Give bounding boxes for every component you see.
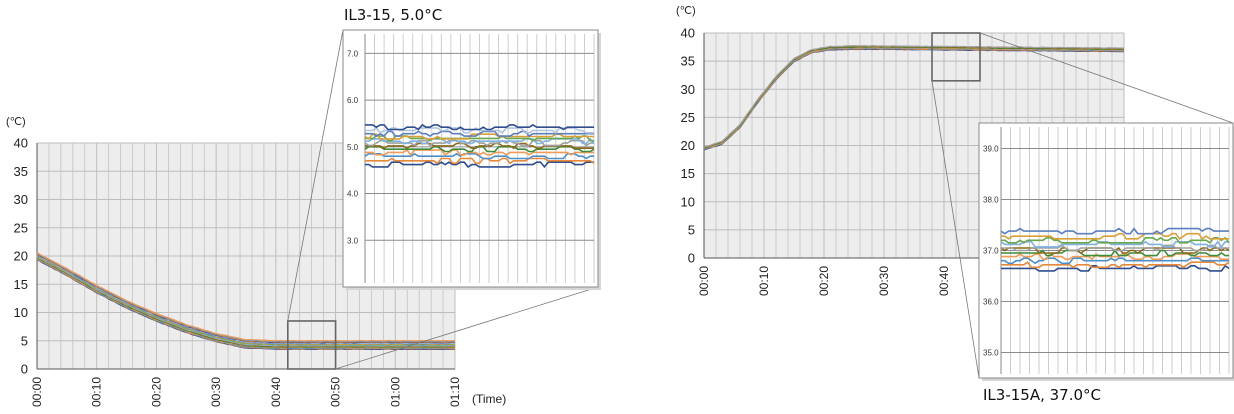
inset-series-line: [1001, 232, 1229, 240]
x-tick-label: 00:30: [209, 377, 223, 407]
x-tick-label: 00:50: [329, 377, 343, 407]
inset-series-line: [1001, 264, 1230, 272]
x-tick-label: 00:30: [877, 266, 891, 296]
y-tick-label: 35: [14, 164, 28, 179]
inset-tick-label: 39.0: [983, 145, 999, 154]
right-zoom-inset: 35.0 36.0 37.0 38.0 39.0: [978, 122, 1234, 381]
inset-series-line: [365, 123, 594, 131]
y-tick-label: 10: [14, 305, 28, 320]
inset-series-line: [365, 127, 594, 134]
zoom-box: [286, 320, 337, 370]
y-axis-unit-label: (℃): [6, 116, 26, 128]
inset-series-line: [365, 157, 595, 165]
inset-series-line: [1001, 236, 1230, 244]
inset-tick-label: 4.0: [347, 190, 359, 199]
y-tick-label: 15: [681, 166, 695, 181]
y-tick-label: 30: [681, 82, 695, 97]
inset-tick-label: 35.0: [983, 349, 999, 358]
inset-series-line: [1001, 253, 1229, 261]
inset-series-line: [364, 152, 594, 160]
series-line: [703, 45, 1125, 148]
inset-tick-label: 37.0: [983, 247, 999, 256]
y-axis-unit-label: (℃): [676, 5, 696, 17]
inset-series-line: [365, 161, 594, 169]
inset-tick-label: 5.0: [347, 143, 359, 152]
x-tick-label: 01:00: [388, 377, 402, 407]
inset-series-line: [1001, 257, 1229, 265]
x-tick-label: 00:20: [817, 266, 831, 296]
y-tick-label: 20: [681, 138, 695, 153]
x-tick-label: 00:40: [269, 377, 283, 407]
y-tick-label: 40: [681, 26, 695, 41]
y-tick-label: 20: [14, 249, 28, 264]
x-tick-label: 00:10: [757, 266, 771, 296]
inset-series-line: [365, 149, 594, 157]
y-tick-label: 25: [681, 110, 695, 125]
inset-tick-label: 36.0: [983, 298, 999, 307]
x-tick-label: 00:40: [937, 266, 951, 296]
left-zoom-title: IL3-15, 5.0°C: [344, 6, 443, 24]
left-zoom-inset: 3.0 4.0 5.0 6.0 7.0: [342, 29, 601, 290]
x-tick-label: 01:10: [448, 377, 462, 407]
zoom-connector: [931, 80, 980, 379]
inset-series-line: [1000, 227, 1229, 235]
zoom-connector: [979, 32, 1234, 124]
y-tick-label: 5: [688, 222, 695, 237]
inset-series-line: [1000, 240, 1229, 249]
inset-series-line: [1001, 261, 1230, 269]
y-tick-label: 30: [14, 192, 28, 207]
y-tick-label: 0: [21, 362, 28, 377]
zoom-connector: [335, 286, 599, 370]
zoom-connector: [287, 29, 344, 322]
x-tick-label: 00:00: [697, 266, 711, 296]
y-tick-label: 40: [14, 136, 28, 151]
zoom-box: [931, 32, 981, 82]
inset-tick-label: 3.0: [347, 236, 359, 245]
x-tick-label: 00:00: [30, 377, 44, 407]
y-tick-label: 25: [14, 220, 28, 235]
y-tick-label: 5: [21, 333, 28, 348]
y-tick-label: 10: [681, 194, 695, 209]
y-tick-label: 0: [688, 251, 695, 266]
inset-series-line: [1001, 244, 1229, 252]
y-tick-label: 15: [14, 277, 28, 292]
right-zoom-title: IL3-15A, 37.0°C: [983, 386, 1101, 404]
x-tick-label: 00:20: [149, 377, 163, 407]
series-line: [36, 252, 455, 342]
inset-tick-label: 6.0: [347, 96, 359, 105]
inset-tick-label: 38.0: [983, 196, 999, 205]
y-tick-label: 35: [681, 54, 695, 69]
x-tick-label: 00:10: [90, 377, 104, 407]
inset-tick-label: 7.0: [347, 49, 359, 58]
x-axis-unit-label: (Time): [472, 392, 506, 406]
